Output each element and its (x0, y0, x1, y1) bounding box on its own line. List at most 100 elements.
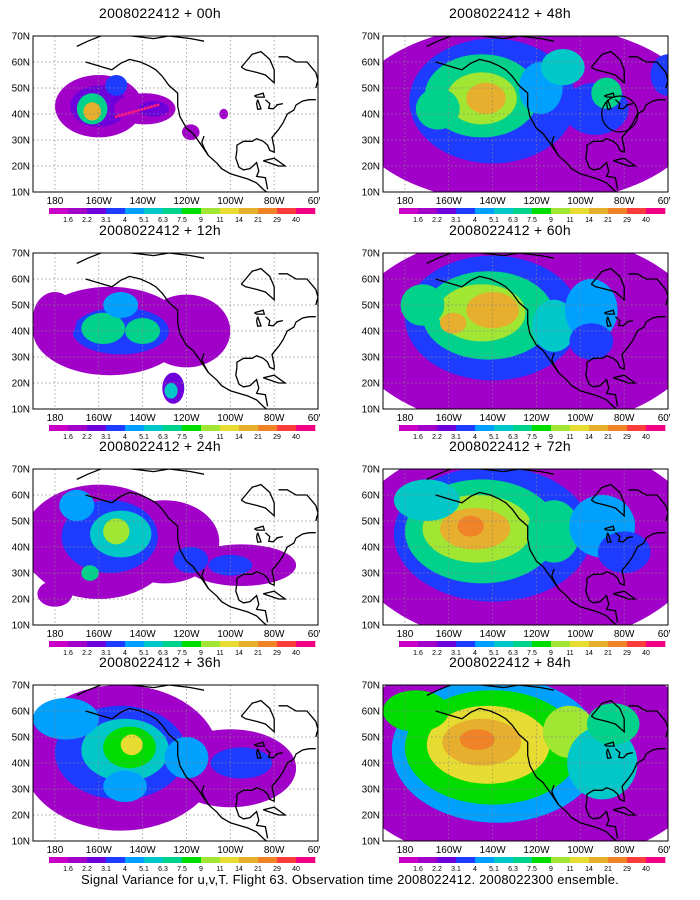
coastline (604, 525, 616, 531)
colorbar-label: 4 (473, 866, 477, 872)
colorbar-swatch (144, 857, 164, 863)
variance-contour (540, 49, 585, 86)
lon-label: 100W (567, 413, 594, 424)
colorbar-label: 1.6 (413, 217, 423, 223)
colorbar-swatch (125, 641, 145, 647)
lon-label: 140W (130, 845, 157, 856)
lon-label: 80W (264, 845, 285, 856)
colorbar-label: 9 (199, 866, 203, 872)
variance-contour (415, 88, 460, 130)
lat-label: 40N (362, 543, 380, 554)
variance-contour (103, 518, 130, 545)
lat-label: 10N (362, 188, 380, 199)
colorbar-swatch (296, 208, 316, 214)
lat-label: 50N (362, 517, 380, 528)
colorbar-label: 4 (123, 434, 127, 440)
colorbar-label: 5.1 (489, 650, 499, 656)
colorbar-label: 4 (473, 217, 477, 223)
lat-label: 30N (12, 136, 30, 147)
lon-label: 120W (173, 845, 200, 856)
lat-label: 60N (12, 275, 30, 286)
colorbar-label: 7.5 (527, 217, 537, 223)
colorbar-swatch (220, 208, 240, 214)
colorbar-swatch (163, 857, 183, 863)
colorbar-swatch (277, 857, 297, 863)
coastline (586, 316, 666, 371)
colorbar-label: 14 (235, 866, 243, 872)
colorbar-swatch (277, 641, 297, 647)
lon-label: 160W (436, 413, 463, 424)
coastline (254, 309, 266, 315)
lat-label: 70N (12, 681, 30, 692)
colorbar-swatch (418, 425, 438, 431)
lon-label: 60W (658, 629, 670, 640)
panel-title: 2008022412 + 84h (449, 654, 571, 670)
coastline (278, 56, 318, 89)
colorbar-swatch (646, 857, 666, 863)
coastline (590, 483, 625, 518)
lat-label: 40N (362, 759, 380, 770)
lat-label: 40N (362, 110, 380, 121)
colorbar-label: 40 (292, 217, 300, 223)
map-frame (32, 684, 319, 842)
lat-label: 60N (362, 275, 380, 286)
coastline (585, 367, 619, 407)
colorbar-swatch (201, 425, 221, 431)
colorbar-swatch (570, 857, 590, 863)
variance-contour (33, 698, 99, 740)
colorbar-swatch (239, 425, 259, 431)
colorbar-label: 11 (216, 434, 223, 440)
lon-label: 140W (480, 413, 507, 424)
colorbar-swatch (494, 857, 514, 863)
colorbar-swatch (182, 208, 202, 214)
variance-field (383, 469, 668, 625)
variance-field (383, 36, 668, 192)
coastline (76, 36, 205, 47)
lat-label: 50N (12, 84, 30, 95)
colorbar-label: 4 (473, 434, 477, 440)
lat-label: 10N (362, 621, 380, 632)
colorbar-swatch (49, 641, 69, 647)
variance-contour (466, 82, 506, 114)
lat-label: 10N (12, 837, 30, 848)
colorbar-label: 9 (549, 650, 553, 656)
colorbar-label: 29 (623, 866, 631, 872)
colorbar-label: 3.1 (451, 650, 461, 656)
lon-label: 80W (264, 629, 285, 640)
colorbar-swatch (418, 857, 438, 863)
colorbar-label: 3.1 (101, 217, 111, 223)
lon-label: 100W (217, 845, 244, 856)
colorbar-label: 14 (235, 650, 243, 656)
lon-label: 80W (614, 413, 635, 424)
colorbar-label: 21 (254, 217, 262, 223)
colorbar-swatch (475, 208, 495, 214)
colorbar-label: 5.1 (489, 217, 499, 223)
colorbar-swatch (418, 641, 438, 647)
coastline (435, 707, 618, 841)
lat-label: 70N (362, 32, 380, 43)
coastline (426, 253, 555, 264)
coastline (551, 568, 559, 589)
coastline (85, 275, 268, 409)
variance-contour (199, 325, 226, 347)
colorbar-label: 21 (254, 434, 262, 440)
coastline (585, 583, 619, 623)
colorbar-label: 7.5 (527, 866, 537, 872)
panel-title: 2008022412 + 72h (449, 438, 571, 454)
colorbar-swatch (456, 857, 476, 863)
coastline (262, 157, 288, 167)
colorbar-swatch (570, 208, 590, 214)
lat-label: 30N (12, 353, 30, 364)
colorbar-swatch (258, 857, 278, 863)
coastline (585, 799, 619, 839)
colorbar-swatch (513, 857, 533, 863)
coastline (551, 135, 559, 156)
colorbar-swatch (49, 208, 69, 214)
lat-label: 70N (12, 249, 30, 260)
colorbar-swatch (399, 857, 419, 863)
panel-title: 2008022412 + 48h (449, 5, 571, 21)
colorbar-swatch (532, 857, 552, 863)
colorbar-label: 4 (473, 650, 477, 656)
variance-contour (400, 284, 445, 326)
colorbar-label: 14 (235, 434, 243, 440)
